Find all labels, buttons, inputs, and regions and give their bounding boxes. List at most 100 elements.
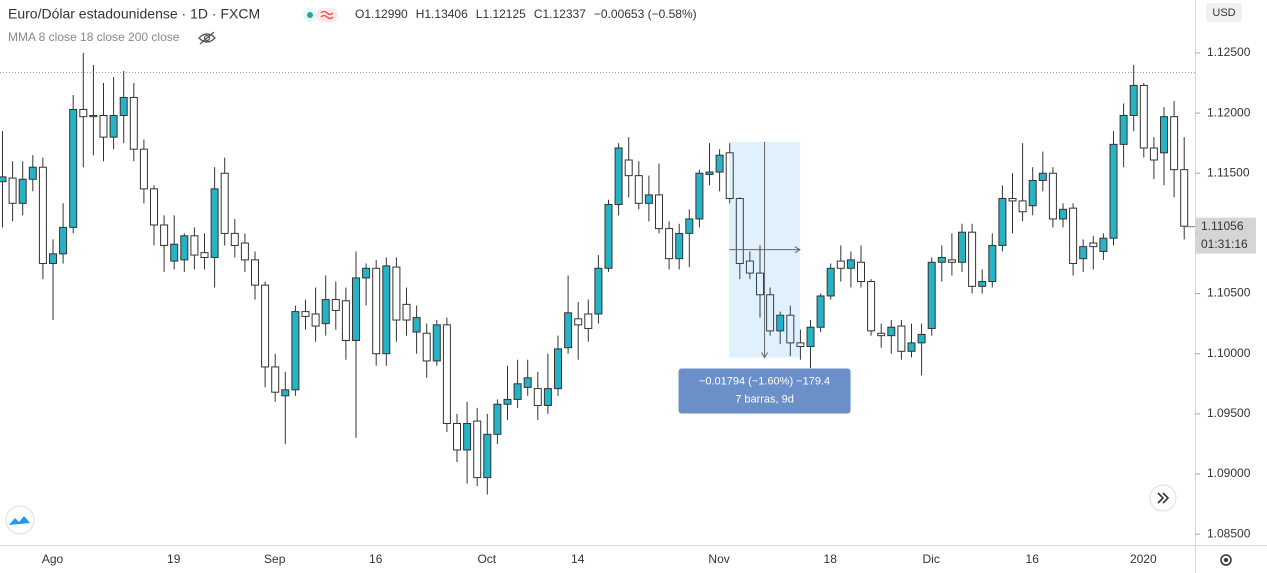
settings-icon[interactable] [1220, 554, 1232, 566]
logo[interactable] [5, 505, 35, 535]
candle-body [947, 259, 956, 263]
candle-body [180, 235, 189, 261]
ohlc-value: C1.12337 [534, 7, 586, 21]
candle-body [988, 244, 997, 283]
candle-body [533, 388, 542, 406]
ohlc-value: O1.12990 [355, 7, 408, 21]
ohlc-header: O1.12990 H1.13406 L1.12125 C1.12337 −0.00653… [355, 7, 697, 21]
candle-body [685, 218, 694, 234]
candle-body [463, 422, 472, 451]
y-tick-label: 1.12000 [1207, 105, 1251, 119]
y-tick-label: 1.10500 [1207, 286, 1251, 300]
candle-body [1059, 208, 1067, 220]
candle-body [311, 313, 320, 327]
candle-body [594, 267, 603, 315]
measure-label: −0.01794 (−1.60%) −179.4 [699, 375, 830, 387]
candle-body [230, 232, 239, 246]
candle-body [28, 166, 37, 180]
candle-body [564, 312, 573, 349]
candle-body [38, 166, 47, 264]
candle-body [352, 277, 360, 341]
candle-body [220, 172, 229, 234]
candle-body [422, 332, 431, 362]
candle-body [998, 198, 1007, 246]
x-tick-label: Ago [42, 552, 64, 566]
candle-body [937, 256, 946, 263]
last-price-label: 1.11056 [1201, 219, 1244, 233]
candle-body [1139, 84, 1148, 149]
candle-body [574, 318, 583, 326]
candle-body [1079, 246, 1088, 260]
candle-body [786, 314, 795, 344]
candle-body [341, 300, 350, 341]
candle-body [240, 242, 249, 261]
candle-body [291, 311, 300, 391]
ohlc-value: −0.00653 (−0.58%) [594, 7, 697, 21]
candle-body [119, 96, 128, 116]
candle-body [89, 114, 98, 118]
candle-body [473, 420, 482, 479]
candle-body [644, 194, 653, 204]
chart-title: Euro/Dólar estadounidense · 1D · FXCM [8, 6, 260, 22]
candle-body [8, 177, 17, 204]
candle-body [634, 175, 643, 204]
candle-body [99, 114, 108, 138]
currency: USD [1212, 7, 1235, 19]
x-tick-label: 18 [824, 552, 838, 566]
measure-h-head [794, 246, 801, 254]
candle-body [624, 159, 633, 177]
plot-area [0, 52, 1195, 495]
x-tick-label: Dic [923, 552, 940, 566]
candle-body [69, 108, 78, 228]
candle-body [493, 403, 502, 435]
candle-body [745, 260, 754, 274]
last-price-box [1196, 217, 1256, 254]
candle-body [604, 204, 613, 269]
candle-body [1089, 242, 1098, 248]
candle-body [695, 172, 704, 220]
candle-body [1099, 237, 1108, 252]
y-tick-label: 1.09000 [1207, 466, 1251, 480]
candle-body [331, 299, 340, 311]
candle-body [867, 281, 876, 332]
candle-body [907, 342, 916, 352]
candle-body [846, 259, 855, 269]
candle-body [1170, 116, 1179, 171]
eye-icon[interactable] [198, 31, 216, 45]
candle-body [857, 261, 865, 283]
candle-body [442, 324, 451, 424]
candle-body [554, 348, 562, 390]
candle-body [826, 267, 835, 297]
scroll-glyph [1157, 492, 1170, 504]
candle-body [321, 299, 330, 325]
candle-body [281, 389, 290, 397]
candle-body [1018, 200, 1027, 213]
candle-body [1028, 179, 1037, 207]
x-tick-label: 19 [167, 552, 181, 566]
candle-body [109, 114, 118, 138]
currency-box[interactable] [1206, 3, 1242, 22]
candle-body [1048, 172, 1057, 220]
y-tick-label: 1.08500 [1207, 526, 1251, 540]
status-dot [307, 12, 313, 18]
candle-body [675, 232, 684, 260]
candle-body [271, 366, 280, 393]
candle-body [665, 228, 674, 260]
logo-glyph [9, 516, 30, 525]
candle-body [1149, 147, 1158, 161]
candle-body [261, 284, 270, 368]
candle-body [160, 224, 169, 246]
candle-body [917, 333, 926, 344]
candle-body [1008, 198, 1017, 202]
candle-body [392, 266, 401, 321]
y-tick-label: 1.12500 [1207, 45, 1251, 59]
indicator-legend: MMA 8 close 18 close 200 close [8, 30, 180, 44]
candle-body [503, 398, 512, 405]
candle-body [1119, 114, 1128, 145]
candle-body [150, 188, 158, 226]
candle-body [251, 259, 259, 286]
candle-body [543, 388, 552, 406]
